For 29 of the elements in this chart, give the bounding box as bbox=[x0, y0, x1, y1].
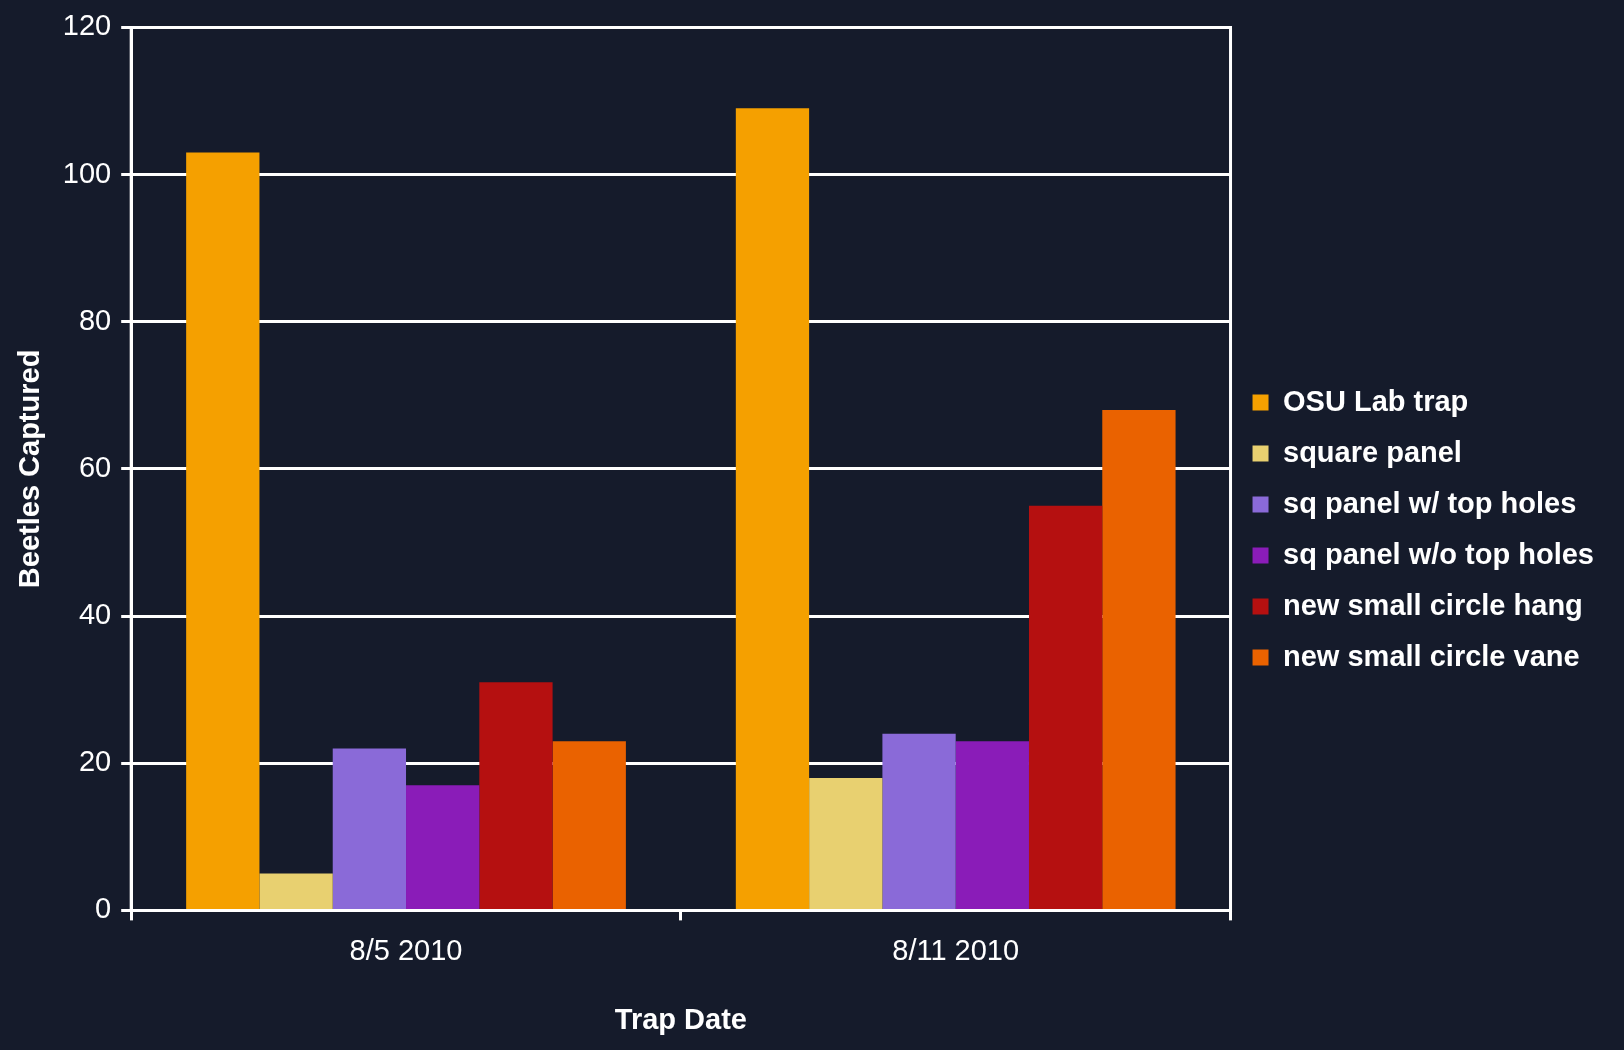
y-tick-label: 80 bbox=[78, 303, 112, 336]
legend-label: sq panel w/o top holes bbox=[1283, 537, 1595, 570]
x-axis-title: Trap Date bbox=[614, 1002, 747, 1035]
y-tick-label: 0 bbox=[95, 892, 112, 925]
bar bbox=[955, 741, 1029, 909]
bar bbox=[809, 777, 883, 909]
bar bbox=[259, 873, 333, 909]
y-tick-label: 120 bbox=[62, 9, 112, 42]
y-axis-title: Beetles Captured bbox=[13, 349, 46, 589]
y-tick-label: 100 bbox=[62, 156, 112, 189]
y-tick-label: 20 bbox=[78, 745, 112, 778]
bar bbox=[882, 733, 956, 909]
bar bbox=[406, 785, 480, 909]
bar bbox=[1028, 505, 1103, 909]
bar bbox=[186, 152, 260, 909]
bar bbox=[552, 741, 626, 909]
x-tick-label: 8/11 2010 bbox=[892, 933, 1020, 966]
y-tick-label: 60 bbox=[78, 450, 112, 483]
x-tick-label: 8/5 2010 bbox=[349, 933, 463, 966]
bar bbox=[1102, 410, 1176, 909]
bar bbox=[332, 748, 407, 909]
legend-label: new small circle vane bbox=[1283, 639, 1580, 672]
legend-label: OSU Lab trap bbox=[1283, 384, 1469, 417]
y-tick-label: 40 bbox=[78, 598, 112, 631]
bar bbox=[479, 682, 553, 909]
legend-label: new small circle hang bbox=[1283, 588, 1583, 621]
bar bbox=[735, 108, 810, 909]
legend-label: sq panel w/ top holes bbox=[1283, 486, 1577, 519]
legend-label: square panel bbox=[1283, 435, 1462, 468]
